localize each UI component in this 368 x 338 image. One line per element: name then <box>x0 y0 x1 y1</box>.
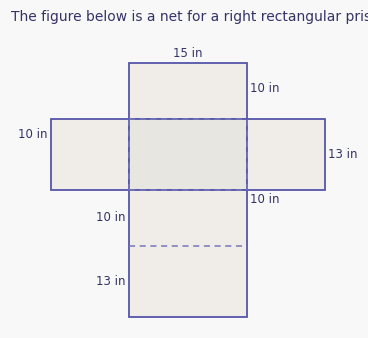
Text: 13 in: 13 in <box>329 148 358 161</box>
Text: 10 in: 10 in <box>18 128 47 141</box>
Bar <box>247 119 325 190</box>
Text: 10 in: 10 in <box>250 82 279 95</box>
Text: 10 in: 10 in <box>250 193 279 206</box>
Bar <box>129 63 247 119</box>
Text: The figure below is a net for a right rectangular prism.: The figure below is a net for a right re… <box>11 10 368 24</box>
Bar <box>129 119 247 190</box>
Text: 13 in: 13 in <box>96 275 126 288</box>
Text: 10 in: 10 in <box>96 212 126 224</box>
Text: 15 in: 15 in <box>173 47 203 60</box>
Bar <box>129 190 247 317</box>
Bar <box>50 119 129 190</box>
